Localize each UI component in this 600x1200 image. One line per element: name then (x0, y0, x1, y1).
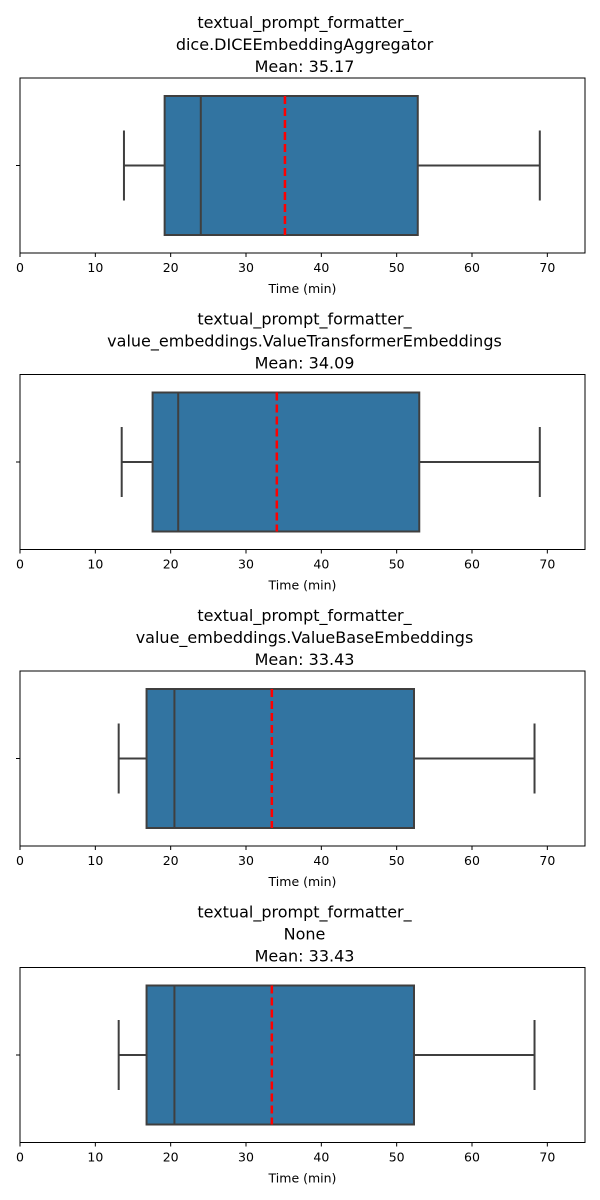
x-tick-label: 20 (163, 1150, 179, 1165)
chart-title-line: value_embeddings.ValueTransformerEmbeddi… (107, 332, 502, 352)
chart-title-line: textual_prompt_formatter_ (197, 606, 412, 626)
x-tick-label: 60 (464, 853, 480, 868)
x-tick-label: 60 (464, 1150, 480, 1165)
chart-title-line: textual_prompt_formatter_ (197, 903, 412, 923)
chart-title-line: dice.DICEEmbeddingAggregator (176, 35, 434, 54)
chart-title-line: None (284, 925, 326, 944)
x-tick-label: 10 (87, 1150, 103, 1165)
x-axis-label: Time (min) (268, 1171, 337, 1186)
x-tick-label: 10 (87, 853, 103, 868)
x-tick-label: 0 (16, 1150, 24, 1165)
x-tick-label: 20 (163, 557, 179, 572)
x-tick-label: 40 (313, 1150, 329, 1165)
x-tick-label: 70 (539, 853, 555, 868)
x-tick-label: 70 (539, 260, 555, 275)
chart-title-line: Mean: 35.17 (255, 57, 355, 76)
iqr-box (151, 391, 421, 533)
chart-title-line: value_embeddings.ValueBaseEmbeddings (136, 628, 474, 648)
chart-title-line: textual_prompt_formatter_ (197, 13, 412, 33)
x-tick-label: 50 (389, 1150, 405, 1165)
x-tick-label: 20 (163, 260, 179, 275)
x-tick-label: 30 (238, 1150, 254, 1165)
x-tick-label: 50 (389, 557, 405, 572)
x-tick-label: 50 (389, 853, 405, 868)
x-tick-label: 50 (389, 260, 405, 275)
x-tick-label: 70 (539, 557, 555, 572)
chart-panel: textual_prompt_formatter_ None Mean: 33.43… (16, 903, 586, 1186)
x-tick-label: 40 (313, 853, 329, 868)
x-tick-label: 20 (163, 853, 179, 868)
x-axis-label: Time (min) (268, 874, 337, 889)
chart-panel: textual_prompt_formatter_value_embedding… (16, 310, 586, 593)
x-axis-label: Time (min) (268, 281, 337, 296)
iqr-box (145, 984, 415, 1126)
chart-title-line: Mean: 34.09 (255, 354, 355, 373)
x-tick-label: 70 (539, 1150, 555, 1165)
x-tick-label: 30 (238, 557, 254, 572)
iqr-box (145, 688, 415, 829)
x-tick-label: 60 (464, 557, 480, 572)
x-tick-label: 0 (16, 260, 24, 275)
x-tick-label: 30 (238, 260, 254, 275)
x-tick-label: 10 (87, 557, 103, 572)
x-tick-label: 40 (313, 557, 329, 572)
chart-panel: textual_prompt_formatter_value_embedding… (16, 606, 586, 889)
chart-title-line: Mean: 33.43 (255, 947, 355, 966)
x-axis-label: Time (min) (268, 578, 337, 593)
chart-panel: textual_prompt_formatter_ dice.DICEEmbedd… (16, 13, 586, 296)
x-tick-label: 10 (87, 260, 103, 275)
x-tick-label: 40 (313, 260, 329, 275)
x-tick-label: 0 (16, 557, 24, 572)
iqr-box (163, 95, 419, 236)
chart-title-line: Mean: 33.43 (255, 650, 355, 669)
x-tick-label: 30 (238, 853, 254, 868)
chart-title-line: textual_prompt_formatter_ (197, 310, 412, 330)
x-tick-label: 0 (16, 853, 24, 868)
x-tick-label: 60 (464, 260, 480, 275)
